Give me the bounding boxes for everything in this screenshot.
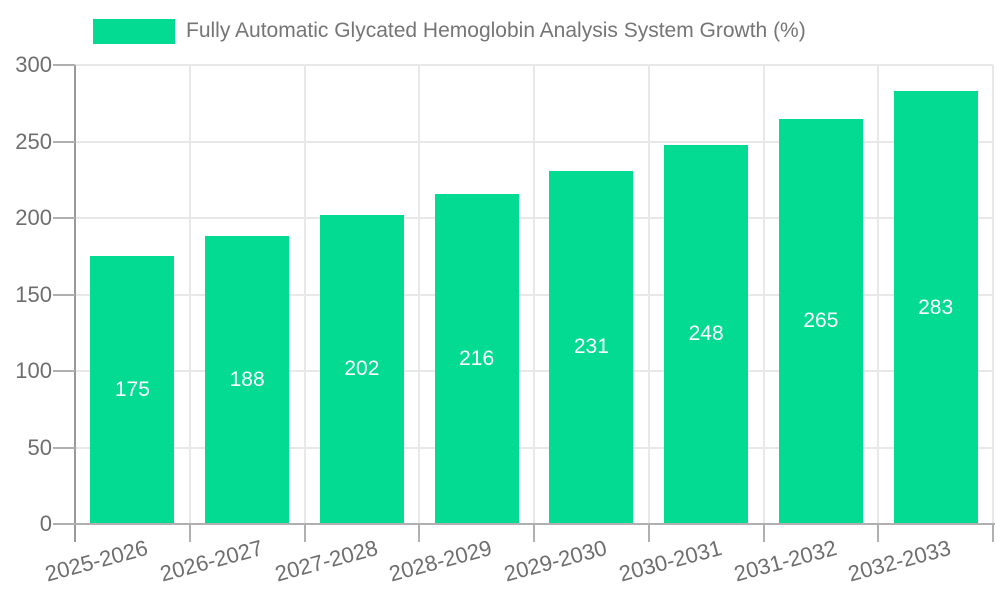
legend-swatch — [93, 18, 175, 44]
bar-value-label: 283 — [918, 295, 954, 319]
bar-value-label: 216 — [459, 346, 495, 370]
x-axis-tick-label: 2026-2027 — [157, 535, 266, 587]
y-axis-tick-label: 250 — [15, 128, 52, 154]
bar-value-label: 175 — [114, 378, 150, 402]
bar-value-label: 248 — [688, 322, 724, 346]
x-axis-tick — [303, 524, 306, 542]
x-axis-tick — [992, 524, 994, 542]
y-axis-line — [74, 65, 76, 542]
x-axis-tick-label: 2032-2033 — [845, 535, 954, 587]
v-gridline — [418, 65, 421, 524]
x-axis-tick — [188, 524, 191, 542]
y-axis-tick — [53, 446, 75, 449]
y-axis-tick — [53, 64, 75, 66]
x-axis-tick-label: 2030-2031 — [616, 535, 725, 587]
y-axis-tick-label: 50 — [27, 434, 52, 460]
bar-value-label: 202 — [344, 357, 380, 381]
v-gridline — [188, 65, 191, 524]
bar — [778, 118, 863, 524]
x-axis-line — [53, 523, 995, 525]
legend-label: Fully Automatic Glycated Hemoglobin Anal… — [186, 19, 806, 42]
v-gridline — [647, 65, 650, 524]
y-axis-tick-label: 100 — [15, 358, 52, 383]
y-axis-tick-label: 150 — [15, 281, 52, 307]
legend-item[interactable]: Fully Automatic Glycated Hemoglobin Anal… — [93, 14, 806, 48]
x-axis-tick — [762, 524, 765, 542]
v-gridline — [992, 65, 994, 524]
y-axis-tick-label: 0 — [39, 511, 52, 536]
x-axis-tick-label: 2025-2026 — [42, 535, 151, 587]
bar — [549, 170, 634, 524]
bar — [319, 214, 404, 524]
y-axis-tick — [53, 140, 75, 143]
x-axis-tick-label: 2027-2028 — [271, 535, 381, 587]
y-axis-tick — [53, 217, 75, 219]
y-axis-tick — [53, 293, 75, 296]
y-axis-tick — [53, 523, 75, 525]
v-gridline — [762, 65, 765, 524]
x-axis-tick — [877, 524, 880, 542]
x-axis-tick — [647, 524, 650, 542]
y-axis-tick-label: 200 — [15, 205, 52, 230]
bar-value-label: 231 — [573, 335, 609, 359]
x-axis-tick-label: 2028-2029 — [386, 535, 495, 587]
bar — [90, 256, 175, 524]
x-axis-tick-label: 2031-2032 — [730, 535, 840, 587]
x-axis-tick — [418, 524, 421, 542]
x-axis-tick — [533, 524, 535, 542]
bar-value-label: 188 — [229, 368, 265, 392]
bar — [893, 91, 978, 524]
bar — [205, 236, 290, 524]
bar — [664, 144, 749, 524]
y-axis-tick — [53, 370, 75, 372]
v-gridline — [303, 65, 306, 524]
bar — [434, 193, 519, 524]
x-axis-tick-label: 2029-2030 — [501, 535, 610, 587]
v-gridline — [533, 65, 535, 524]
bar-value-label: 265 — [803, 309, 839, 333]
v-gridline — [877, 65, 880, 524]
y-axis-tick-label: 300 — [15, 52, 52, 77]
